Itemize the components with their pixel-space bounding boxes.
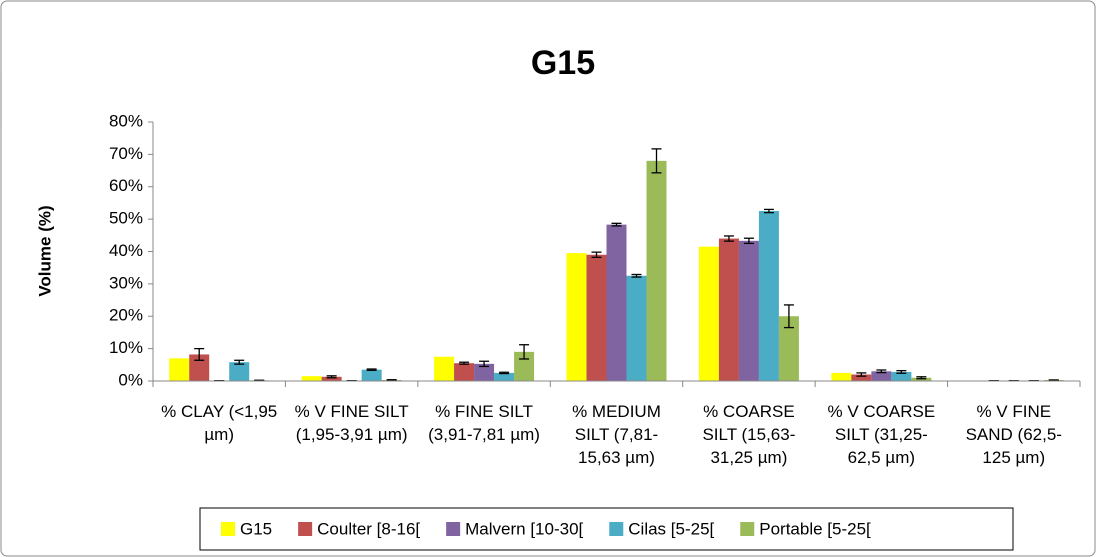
legend-label: Cilas [5-25[ [628, 519, 714, 538]
error-bar [611, 222, 622, 227]
legend-label: Malvern [10-30[ [465, 519, 583, 538]
bar [454, 363, 475, 381]
bar [738, 240, 759, 381]
bar [698, 246, 719, 381]
y-tick-label: 80% [109, 111, 143, 130]
error-bar [783, 304, 794, 329]
legend-label: G15 [240, 519, 272, 538]
y-tick-label: 30% [109, 273, 143, 292]
x-tick-label: % COARSE SILT (15,63-31,25 µm) [702, 402, 796, 467]
bar [301, 376, 322, 381]
bar [851, 374, 872, 381]
y-axis-label: Volume (%) [35, 205, 54, 296]
error-bar [876, 369, 887, 374]
bar [646, 160, 667, 381]
error-bar [366, 368, 377, 371]
bar [566, 253, 587, 381]
error-bar [916, 376, 927, 380]
bar [626, 275, 647, 381]
x-tick-label: % CLAY (<1,95 µm) [161, 402, 278, 444]
error-bar [479, 360, 490, 368]
bar [494, 372, 515, 381]
legend-label: Portable [5-25[ [759, 519, 871, 538]
bar [758, 211, 779, 381]
error-bar [326, 375, 337, 379]
bar [321, 376, 342, 381]
error-bar [459, 361, 470, 365]
y-tick-label: 50% [109, 209, 143, 228]
error-bar [591, 251, 602, 258]
x-tick-label: % V FINE SAND (62,5-125 µm) [965, 402, 1062, 467]
bar [891, 371, 912, 381]
legend-label: Coulter [8-16[ [317, 519, 420, 538]
legend-swatch [221, 522, 235, 536]
x-tick-label: % V COARSE SILT (31,25-62,5 µm) [827, 402, 936, 467]
error-bar [723, 235, 734, 242]
bar [229, 362, 250, 381]
bar [361, 369, 382, 381]
y-tick-label: 10% [109, 338, 143, 357]
y-tick-label: 20% [109, 306, 143, 325]
legend-swatch [740, 522, 755, 536]
legend-swatch [298, 522, 313, 536]
bar [169, 358, 190, 381]
bar [474, 363, 495, 381]
x-tick-label: % V FINE SILT (1,95-3,91 µm) [294, 402, 409, 444]
error-bar [194, 347, 205, 361]
bar [871, 371, 892, 381]
error-bar [856, 372, 867, 377]
bar [606, 224, 627, 381]
error-bar [743, 237, 754, 245]
error-bar [519, 344, 530, 360]
error-bar [631, 273, 642, 278]
error-bar [386, 379, 397, 382]
bar [831, 372, 852, 381]
y-tick-label: 0% [118, 370, 143, 389]
legend-box [199, 507, 1014, 551]
x-tick-label: % FINE SILT (3,91-7,81 µm) [428, 402, 540, 444]
x-tick-label: % MEDIUM SILT (7,81-15,63 µm) [572, 402, 661, 467]
chart-title: G15 [531, 44, 595, 82]
error-bar [499, 371, 510, 375]
bar [189, 354, 210, 381]
y-tick-label: 40% [109, 241, 143, 260]
y-tick-label: 70% [109, 144, 143, 163]
bar [778, 316, 799, 381]
bar [434, 356, 455, 381]
error-bar [234, 359, 245, 365]
bar [718, 238, 739, 381]
y-tick-label: 60% [109, 176, 143, 195]
legend-swatch [609, 522, 624, 536]
error-bar [763, 208, 774, 214]
error-bar [651, 148, 662, 174]
legend-swatch [446, 522, 461, 536]
bar [586, 254, 607, 381]
error-bar [896, 369, 907, 374]
